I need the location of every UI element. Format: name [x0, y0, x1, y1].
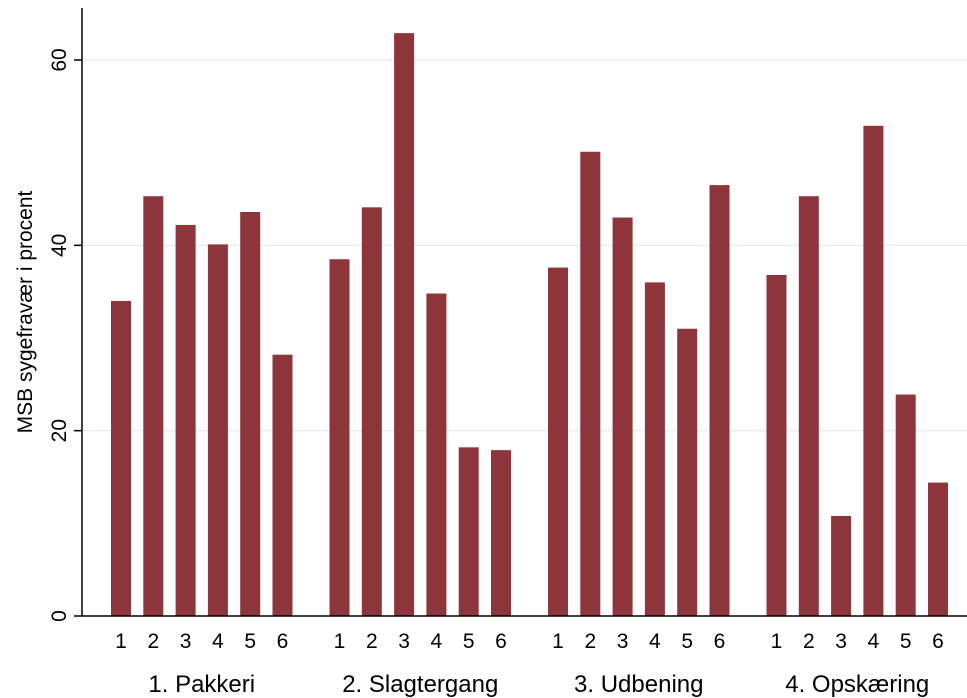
group-label: 3. Udbening — [574, 671, 703, 698]
x-tick-label: 6 — [932, 630, 944, 653]
bar-g2-5 — [458, 447, 479, 616]
x-tick-label: 5 — [681, 630, 693, 653]
x-tick-label: 6 — [277, 630, 289, 653]
bar-g1-2 — [143, 196, 164, 616]
x-tick-label: 3 — [398, 630, 410, 653]
bar-g3-2 — [580, 151, 601, 617]
bar-g1-1 — [111, 300, 131, 616]
bar-g4-5 — [895, 394, 916, 616]
x-tick-label: 3 — [617, 630, 629, 653]
x-tick-label: 3 — [180, 630, 192, 653]
y-tick-label: 0 — [48, 610, 71, 622]
x-tick-label: 6 — [495, 630, 507, 653]
x-tick-label: 1 — [334, 630, 346, 653]
x-tick-label: 5 — [900, 630, 912, 653]
bar-g3-1 — [548, 267, 568, 616]
y-tick-label: 60 — [48, 48, 71, 71]
y-axis-title: MSB sygefravær i procent — [14, 190, 37, 433]
x-tick-label: 4 — [212, 630, 224, 653]
group-label: 2. Slagtergang — [342, 671, 498, 698]
bar-g1-5 — [240, 211, 261, 616]
x-tick-label: 4 — [649, 630, 661, 653]
bar-g3-3 — [612, 217, 633, 617]
x-tick-label: 6 — [714, 630, 726, 653]
x-tick-label: 5 — [244, 630, 256, 653]
bar-g4-4 — [863, 125, 884, 616]
axes — [74, 8, 967, 617]
bars — [111, 33, 948, 617]
y-tick-label: 20 — [48, 419, 71, 442]
bar-g3-4 — [644, 282, 665, 616]
bar-g4-1 — [766, 274, 787, 616]
x-tick-label: 2 — [366, 630, 378, 653]
bar-g4-6 — [928, 482, 948, 616]
group-label: 1. Pakkeri — [148, 671, 255, 698]
bar-g1-4 — [207, 244, 228, 616]
x-tick-label: 1 — [115, 630, 127, 653]
bar-g4-2 — [798, 196, 819, 616]
x-tick-label: 2 — [584, 630, 596, 653]
bar-g2-3 — [394, 33, 415, 617]
x-tick-label: 2 — [147, 630, 159, 653]
bar-g2-4 — [426, 293, 447, 616]
bar-g2-2 — [361, 207, 382, 616]
bar-g1-6 — [272, 354, 293, 616]
bar-g4-3 — [831, 515, 852, 616]
bar-g2-1 — [329, 259, 350, 616]
x-tick-label: 4 — [431, 630, 443, 653]
group-label: 4. Opskæring — [785, 671, 929, 698]
bar-g2-6 — [491, 450, 511, 616]
x-tick-label: 3 — [835, 630, 847, 653]
x-tick-label: 4 — [868, 630, 880, 653]
x-tick-label: 1 — [771, 630, 783, 653]
bar-g3-5 — [677, 328, 698, 616]
x-tick-label: 2 — [803, 630, 815, 653]
gridlines — [82, 59, 967, 432]
y-tick-label: 40 — [48, 234, 71, 257]
bar-g3-6 — [709, 185, 730, 616]
x-tick-label: 5 — [463, 630, 475, 653]
bar-g1-3 — [175, 224, 196, 617]
x-tick-label: 1 — [552, 630, 564, 653]
